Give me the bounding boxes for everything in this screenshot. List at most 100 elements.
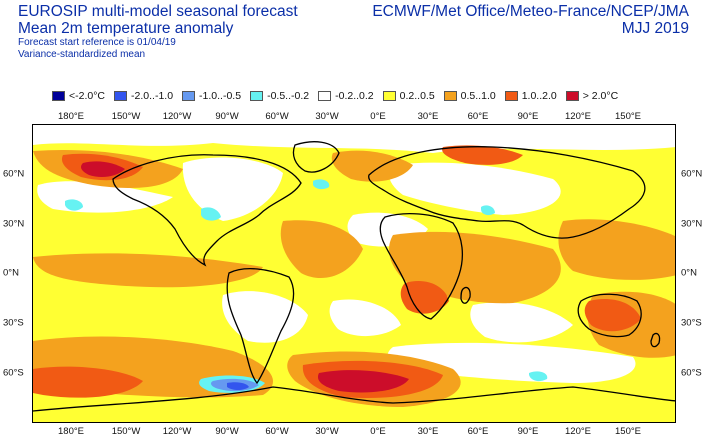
subtitle-line-1: Forecast start reference is 01/04/19: [18, 37, 176, 48]
extreme-hot-area-southern-ocean: [317, 370, 409, 393]
legend: <-2.0°C -2.0..-1.0 -1.0..-0.5 -0.5..-0.2…: [52, 89, 627, 103]
subtitle-line-2: Variance-standardized mean: [18, 49, 146, 60]
lat-left-label-5: 60°S: [3, 367, 24, 379]
lon-bottom-label-3: 120°W: [162, 426, 192, 437]
warm-area-maritime-continent: [558, 219, 675, 280]
legend-label-5: -0.2..0.2: [335, 90, 374, 102]
coastline-new-zealand: [650, 332, 661, 348]
lon-top-label-6: 30°W: [315, 111, 339, 122]
lon-bottom-label-8: 30°E: [417, 426, 439, 437]
lat-right-label-1: 60°N: [681, 168, 703, 180]
coastlines: [33, 141, 675, 412]
lon-top-label-12: 150°E: [615, 111, 641, 122]
coastline-south-america: [226, 267, 295, 385]
coastline-antarctica: [33, 386, 675, 412]
cool-area-east-pacific: [201, 207, 221, 221]
lat-left-label-2: 30°N: [3, 218, 25, 230]
extreme-hot-area-north-pacific: [81, 161, 125, 177]
coastline-greenland: [292, 141, 340, 173]
org-block: ECMWF/Met Office/Meteo-France/NCEP/JMA M…: [372, 3, 689, 37]
lon-top-label-4: 90°W: [215, 111, 239, 122]
lon-bottom-label-5: 60°W: [265, 426, 289, 437]
lat-left-label-1: 60°N: [3, 168, 25, 180]
warm-area-atlantic: [280, 220, 363, 279]
legend-label-1: <-2.0°C: [69, 90, 106, 102]
org-label: ECMWF/Met Office/Meteo-France/NCEP/JMA: [372, 3, 689, 20]
legend-label-9: > 2.0°C: [582, 90, 619, 102]
cool-area-north-atlantic: [313, 179, 330, 190]
strong-cool-area-south-pacific: [227, 382, 249, 390]
legend-swatch-4: [250, 91, 264, 101]
title-block: EUROSIP multi-model seasonal forecast Me…: [18, 3, 298, 61]
legend-swatch-6: [382, 91, 396, 101]
legend-label-6: 0.2..0.5: [399, 90, 435, 102]
coastline-madagascar: [460, 286, 471, 304]
anomaly-map-svg: [33, 125, 675, 422]
legend-item-8: 1.0..2.0: [504, 90, 557, 102]
lat-left-label-4: 30°S: [3, 317, 24, 329]
lat-left-label-3: 0°N: [3, 267, 19, 279]
lon-top-label-1: 180°E: [58, 111, 84, 122]
legend-swatch-5: [318, 91, 332, 101]
legend-item-1: <-2.0°C: [52, 90, 105, 102]
lat-right-label-3: 0°N: [681, 267, 697, 279]
hot-area-arctic-eurasia: [442, 145, 523, 165]
lon-bottom-label-1: 180°E: [58, 426, 84, 437]
hot-area-australia: [584, 299, 641, 332]
legend-label-3: -1.0..-0.5: [199, 90, 242, 102]
lon-top-label-2: 150°W: [111, 111, 141, 122]
title-line-1: EUROSIP multi-model seasonal forecast: [18, 3, 298, 20]
coastline-north-america: [112, 154, 302, 267]
legend-label-8: 1.0..2.0: [521, 90, 557, 102]
hot-area-southern-africa: [400, 281, 449, 314]
hot-area-south-pacific: [33, 366, 143, 398]
neutral-area-south-pacific: [222, 291, 308, 343]
lon-bottom-label-2: 150°W: [111, 426, 141, 437]
coastline-australia: [577, 293, 642, 338]
lon-top-label-5: 60°W: [265, 111, 289, 122]
neutral-area-eurasia: [388, 162, 561, 215]
legend-swatch-8: [504, 91, 518, 101]
lat-right-label-4: 30°S: [681, 317, 702, 329]
warm-area-tropical-pacific: [33, 253, 263, 288]
lon-top-label-10: 90°E: [517, 111, 539, 122]
lon-bottom-label-11: 120°E: [565, 426, 591, 437]
lat-right-label-2: 30°N: [681, 218, 703, 230]
neutral-area-south-atlantic: [329, 299, 401, 337]
cool-area-tropical-atlantic: [481, 205, 495, 216]
coastline-africa: [379, 213, 464, 320]
lat-right-label-5: 60°S: [681, 367, 702, 379]
legend-item-4: -0.5..-0.2: [250, 90, 309, 102]
legend-label-2: -2.0..-1.0: [131, 90, 174, 102]
legend-label-4: -0.5..-0.2: [267, 90, 310, 102]
lon-top-label-3: 120°W: [162, 111, 192, 122]
warm-area-north-atlantic: [331, 150, 413, 182]
title-line-2: Mean 2m temperature anomaly: [18, 20, 234, 37]
cool-area-west-pacific: [65, 199, 83, 211]
lon-bottom-label-4: 90°W: [215, 426, 239, 437]
legend-swatch-7: [443, 91, 457, 101]
legend-item-6: 0.2..0.5: [382, 90, 435, 102]
lon-top-label-11: 120°E: [565, 111, 591, 122]
coastline-eurasia: [368, 146, 646, 239]
lon-bottom-label-10: 90°E: [517, 426, 539, 437]
legend-swatch-1: [52, 91, 65, 101]
legend-item-3: -1.0..-0.5: [182, 90, 241, 102]
neutral-area-arctic: [33, 125, 675, 153]
season-label: MJJ 2019: [621, 20, 689, 37]
legend-item-2: -2.0..-1.0: [114, 90, 173, 102]
legend-item-5: -0.2..0.2: [318, 90, 374, 102]
lon-top-label-7: 0°E: [370, 111, 386, 122]
lon-bottom-label-7: 0°E: [370, 426, 386, 437]
lon-top-label-8: 30°E: [417, 111, 439, 122]
cool-area-southern-indian: [529, 371, 548, 382]
legend-item-9: > 2.0°C: [565, 90, 619, 102]
neutral-area-north-america: [182, 157, 283, 221]
legend-label-7: 0.5..1.0: [460, 90, 496, 102]
neutral-area-southern-indian: [470, 302, 573, 343]
lon-bottom-label-6: 30°W: [315, 426, 339, 437]
legend-swatch-2: [114, 91, 128, 101]
lon-top-label-9: 60°E: [467, 111, 489, 122]
lon-bottom-label-9: 60°E: [467, 426, 489, 437]
legend-swatch-3: [182, 91, 196, 101]
